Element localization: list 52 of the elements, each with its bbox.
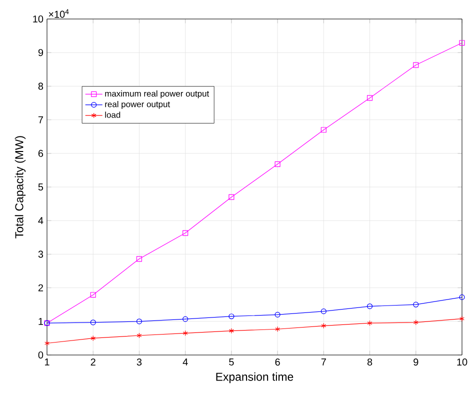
y-axis-title: Total Capacity (MW)	[14, 136, 26, 238]
x-tick-label: 9	[414, 358, 418, 366]
x-tick-label: 6	[275, 358, 280, 366]
y-tick-label: 4	[38, 217, 44, 224]
point	[320, 127, 326, 133]
x-tick-label: 3	[136, 358, 142, 366]
point	[90, 292, 96, 298]
x-tick-label: 5	[229, 358, 234, 366]
point	[413, 320, 418, 326]
point	[367, 320, 372, 326]
text: ×10$^{4}$	[48, 9, 69, 18]
x-tick-label: 7	[321, 358, 326, 366]
point	[90, 335, 96, 341]
y-tick-label: 5	[38, 184, 44, 190]
point	[182, 230, 188, 236]
x-tick-label: 2	[90, 358, 96, 366]
point	[366, 303, 373, 310]
point	[320, 308, 326, 314]
point	[136, 256, 142, 262]
y-tick-label: 2	[38, 284, 43, 292]
x-tick-label: 1	[44, 358, 50, 366]
y-tick-label: 7	[38, 116, 43, 124]
x-tick-label: 10	[457, 358, 468, 366]
point	[413, 302, 419, 308]
point	[228, 314, 234, 320]
point	[228, 194, 234, 200]
point	[275, 326, 280, 332]
point	[413, 62, 419, 68]
point	[274, 312, 280, 318]
legend-label: load	[105, 112, 120, 118]
point	[90, 320, 96, 326]
x-tick-label: 4	[182, 358, 188, 366]
y-tick-label: 6	[38, 150, 44, 157]
y-tick-label: 9	[38, 49, 44, 56]
y-tick-label: 0	[38, 351, 44, 359]
point	[459, 40, 465, 46]
point	[274, 161, 280, 167]
point	[228, 328, 234, 334]
x-tick-label: 8	[367, 358, 372, 366]
x-axis-title: Expansion time	[216, 372, 294, 384]
legend-label: real power output	[105, 100, 170, 109]
y-tick-label: 10	[33, 15, 44, 23]
legend-label: maximum real power output	[105, 90, 210, 98]
y-tick-label: 1	[38, 318, 43, 325]
y-tick-label: 8	[38, 82, 44, 90]
y-tick-label: 3	[38, 250, 44, 258]
point	[182, 316, 188, 322]
point	[366, 95, 373, 101]
point	[136, 318, 142, 324]
point	[321, 322, 326, 329]
point	[136, 332, 142, 338]
point	[182, 330, 188, 336]
